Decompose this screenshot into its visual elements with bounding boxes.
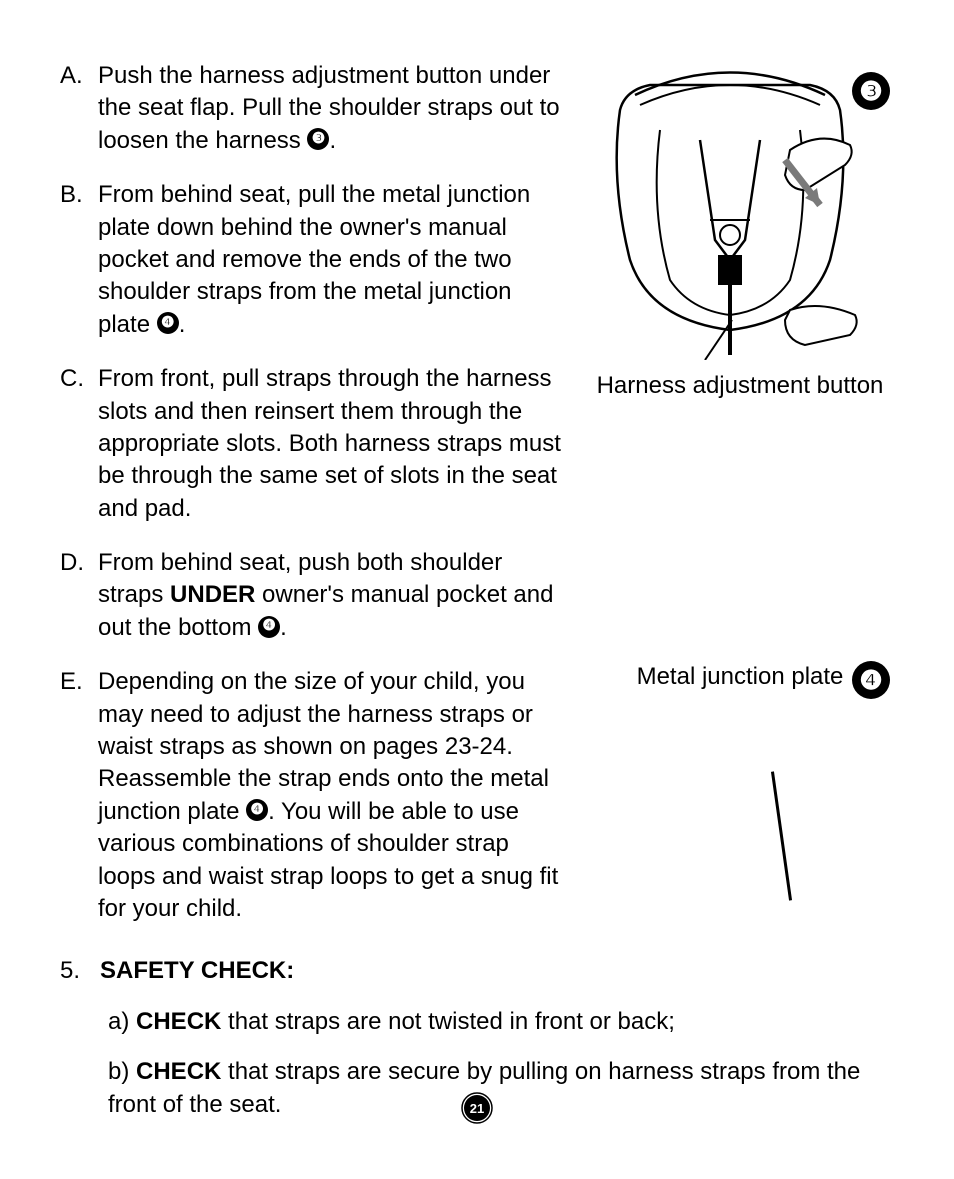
step-e: E. Depending on the size of your child, … [60,666,570,925]
ref-3-icon: ❸ [307,128,329,150]
figure-4: ❹ Metal junction plate [590,661,890,692]
safety-title: SAFETY CHECK: [100,955,294,987]
step-text: From behind seat, push both shoulder str… [98,547,570,644]
figure-4-badge: ❹ [852,661,890,699]
safety-header: 5. SAFETY CHECK: [60,955,894,987]
figures-column: ❸ [590,60,890,947]
carseat-illustration-icon [590,60,870,360]
step-text: Push the harness adjustment button under… [98,60,570,157]
figure-3-badge: ❸ [852,72,890,110]
step-text: Depending on the size of your child, you… [98,666,570,925]
step-b: B. From behind seat, pull the metal junc… [60,179,570,341]
ref-4-icon: ❹ [258,616,280,638]
svg-text:21: 21 [470,1101,484,1116]
step-text: From behind seat, pull the metal junctio… [98,179,570,341]
step-letter: D. [60,547,88,579]
figure-3: ❸ [590,60,890,401]
check-b: b) CHECK that straps are secure by pulli… [108,1056,894,1121]
page-badge-icon: 21 [461,1092,493,1124]
step-d: D. From behind seat, push both shoulder … [60,547,570,644]
figure-4-caption: Metal junction plate [590,661,890,692]
step-text: From front, pull straps through the harn… [98,363,570,525]
step-letter: A. [60,60,88,92]
step-a: A. Push the harness adjustment button un… [60,60,570,157]
safety-number: 5. [60,955,80,987]
page-number: 21 [461,1092,493,1124]
instructions-column: A. Push the harness adjustment button un… [60,60,570,947]
step-c: C. From front, pull straps through the h… [60,363,570,525]
main-content: A. Push the harness adjustment button un… [60,60,894,947]
figure-3-caption: Harness adjustment button [590,370,890,401]
check-bold: CHECK [136,1058,221,1085]
check-bold: CHECK [136,1008,221,1035]
step-letter: E. [60,666,88,698]
ref-4-icon: ❹ [246,799,268,821]
strap-line-icon [771,772,792,901]
step-letter: C. [60,363,88,395]
under-bold: UNDER [170,581,255,608]
ref-4-icon: ❹ [157,312,179,334]
check-a: a) CHECK that straps are not twisted in … [108,1006,894,1038]
step-letter: B. [60,179,88,211]
